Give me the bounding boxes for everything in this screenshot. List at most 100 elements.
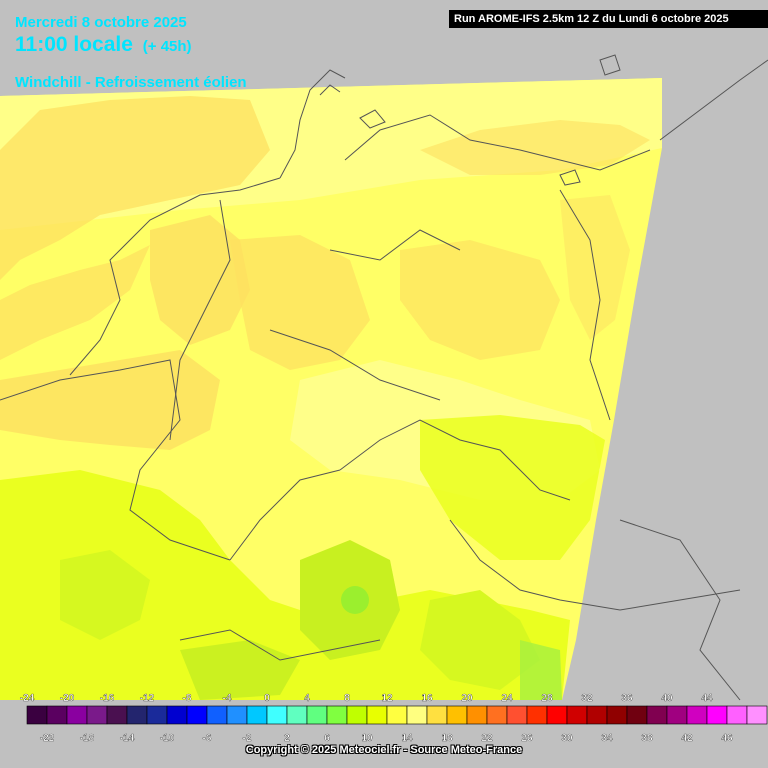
forecast-time: 11:00 locale (+ 45h) [15,33,192,57]
scale-label: 2 [284,733,290,744]
island-4 [559,169,581,186]
scale-swatch [506,705,528,725]
scale-swatch [206,705,228,725]
scale-swatch [166,705,188,725]
scale-swatch [626,705,648,725]
scale-swatch [706,705,728,725]
scale-label: -6 [203,733,212,744]
green-zone-austria-border [520,640,562,700]
cool-zone-belgium [0,350,220,450]
scale-label: 12 [381,693,393,704]
scale-swatch [86,705,108,725]
scale-label: 18 [441,733,453,744]
scale-label: 6 [324,733,330,744]
copyright-text: Copyright © 2025 Meteociel.fr - Source M… [245,744,523,756]
scale-label: 24 [501,693,513,704]
border-germany-interior [329,229,461,261]
parameter-title: Windchill - Refroissement éolien [15,74,247,91]
coastlines-and-borders [0,59,768,701]
island-2 [359,109,386,129]
coastline-baltic [344,114,651,171]
scale-swatch [386,705,408,725]
scale-label: 38 [641,733,653,744]
green-spot-bavaria [341,586,369,614]
green-zone-alps [420,590,540,690]
scale-label: 4 [304,693,310,704]
scale-swatch [606,705,628,725]
scale-swatch [246,705,268,725]
scale-label: 44 [701,693,713,704]
scale-label: 28 [541,693,553,704]
scale-swatch [306,705,328,725]
scale-label: 36 [621,693,633,704]
scale-label: -16 [100,693,115,704]
coastline-netherlands [69,177,281,376]
cool-zone-northwest [0,96,270,280]
scale-label: 16 [421,693,433,704]
scale-label: 20 [461,693,473,704]
cool-zone-baltic [420,120,650,175]
scale-label: -14 [120,733,135,744]
scale-label: 8 [344,693,350,704]
scale-swatch [546,705,568,725]
scale-swatches [26,705,768,725]
cool-zone-netherlands [150,215,250,345]
border-belgium [0,359,231,561]
scale-label: 22 [481,733,493,744]
green-zone-south-west [60,550,150,640]
green-zone-southern-edge [180,640,300,700]
scale-swatch [226,705,248,725]
border-germany-west [229,469,341,561]
scale-label: 46 [721,733,733,744]
scale-label: -22 [40,733,55,744]
mild-zone-czech [420,415,605,560]
scale-swatch [666,705,688,725]
border-germany-states [269,329,441,401]
scale-swatch [326,705,348,725]
scale-swatch [526,705,548,725]
forecast-lead-time: (+ 45h) [142,38,192,55]
scale-label: 14 [401,733,413,744]
scale-label: 42 [681,733,693,744]
islands [319,54,621,186]
scale-swatch [346,705,368,725]
color-scale-legend: -24 -20 -16 -12 -8 -4 0 4 8 12 16 20 24 28 32 36 40 44 -2… [20,693,768,744]
scale-label: 0 [264,693,270,704]
border-czech-austria [449,519,741,611]
island-1 [319,84,341,96]
scale-swatch [366,705,388,725]
scale-swatch [566,705,588,725]
border-east-europe [659,59,768,141]
scale-swatch [746,705,768,725]
scale-label: -24 [20,693,35,704]
cool-zone-west-germany [230,235,370,370]
border-germany-south [339,419,571,501]
scale-label: -18 [80,733,95,744]
scale-lower-labels: -22 -18 -14 -10 -6 -2 2 6 10 14 18 22 26 30 34 38 42 46 [40,733,734,744]
scale-swatch [26,705,48,725]
scale-swatch [106,705,128,725]
scale-label: -2 [243,733,252,744]
scale-upper-labels: -24 -20 -16 -12 -8 -4 0 4 8 12 16 20 24 28 32 36 40 44 [20,693,714,704]
scale-swatch [66,705,88,725]
forecast-date: Mercredi 8 octobre 2025 [15,14,187,31]
scale-label: 32 [581,693,593,704]
scale-label: 30 [561,733,573,744]
border-netherlands-germany [169,199,231,441]
cool-zone-north-sea [0,245,150,360]
scale-label: -12 [140,693,155,704]
cool-zone-east-germany [400,240,560,360]
scale-swatch [686,705,708,725]
scale-label: 26 [521,733,533,744]
scale-label: -4 [223,693,232,704]
border-poland [559,189,611,421]
scale-swatch [186,705,208,725]
scale-swatch [146,705,168,725]
island-3 [599,54,621,76]
scale-swatch [726,705,748,725]
border-switzerland [179,629,381,661]
scale-swatch [126,705,148,725]
scale-swatch [406,705,428,725]
